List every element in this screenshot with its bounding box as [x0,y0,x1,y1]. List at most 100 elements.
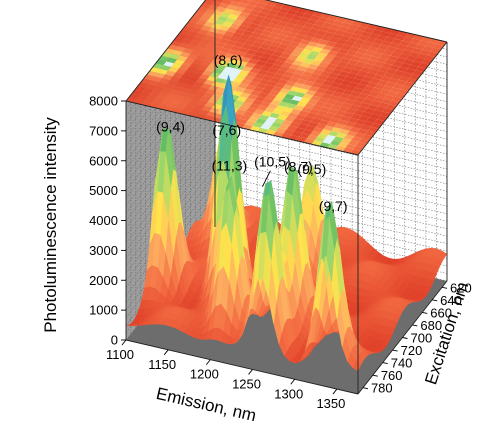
ceiling-cell [313,114,325,120]
ceiling-cell [334,65,345,71]
ceiling-cell [225,40,237,46]
ceiling-cell [185,79,197,86]
ceiling-cell [233,100,245,106]
ceiling-cell [208,27,220,33]
ceiling-cell [261,88,272,95]
ceiling-cell [291,131,303,137]
ceiling-cell [282,49,294,55]
ceiling-cell [361,111,373,118]
ceiling-cell [247,94,258,100]
ceiling-cell [242,88,254,95]
ceiling-cell [328,73,339,79]
ceiling-cell [236,73,247,80]
ceiling-cell [389,64,401,71]
ceiling-cell [263,62,274,68]
ceiling-cell [275,127,287,134]
ceiling-cell [369,113,380,120]
ceiling-cell [268,90,280,96]
ceiling-cell [209,0,215,2]
ceiling-cell [263,26,275,33]
ceiling-cell [233,42,245,48]
ceiling-cell [192,94,203,101]
ceiling-cell [271,122,282,128]
ceiling-cell [328,130,339,137]
ceiling-cell [260,8,271,14]
ceiling-cell [327,50,339,57]
ceiling-cell [156,82,167,88]
ceiling-cell [371,87,383,94]
ceiling-cell [158,55,170,62]
ceiling-cell [322,45,334,51]
ceiling-cell [323,67,335,73]
ceiling-cell [290,108,302,115]
ceiling-cell [365,130,376,137]
ceiling-cell [293,105,305,111]
ceiling-cell [301,48,312,55]
ceiling-cell [370,42,381,49]
ceiling-cell [140,78,152,84]
y-tick-mark [392,349,398,352]
ceiling-cell [278,43,289,50]
ceiling-cell [278,65,290,72]
ceiling-cell [186,44,197,50]
ceiling-cell [275,69,287,76]
ceiling-cell [250,32,261,39]
ceiling-cell [197,6,208,13]
ceiling-cell [231,10,242,16]
ceiling-cell [199,74,210,80]
ceiling-cell [348,24,359,30]
ceiling-cell [274,60,285,66]
ceiling-cell [326,121,338,128]
ceiling-cell [231,32,243,39]
ceiling-cell [354,132,366,139]
ceiling-cell [289,64,301,70]
ceiling-cell [258,114,270,121]
z-axis-ticks: 0 1000 2000 3000 4000 5000 6000 7000 8000 [89,94,126,348]
ceiling-cell [206,53,217,60]
ceiling-cell [321,116,333,122]
ceiling-cell [358,115,370,122]
ceiling-cell [202,34,214,41]
ceiling-cell [337,119,348,126]
ceiling-cell [266,116,278,123]
ceiling-cell [364,108,376,114]
ceiling-cell [181,61,193,67]
peak-label: (7,6) [212,122,241,138]
ceiling-cell [303,116,314,122]
ceiling-cell [337,61,348,68]
ceiling-cell [194,33,206,39]
ceiling-cell [189,63,201,69]
ceiling-cell [143,74,155,81]
ceiling-cell [321,93,332,100]
ceiling-cell [162,74,173,80]
ceiling-cell [185,21,196,28]
ceiling-cell [329,82,341,88]
frame-edge [125,0,207,102]
ceiling-cell [177,78,189,84]
ceiling-cell [139,91,151,98]
ceiling-cell [305,90,317,96]
ceiling-cell [430,47,442,54]
ceiling-cell [338,106,349,113]
ceiling-cell [205,66,216,73]
ceiling-cell [253,51,265,57]
ceiling-cell [299,97,311,104]
ceiling-cell [311,118,322,124]
ceiling-cell [153,85,164,92]
ceiling-cell [335,52,346,58]
ceiling-cell [204,8,216,15]
ceiling-cell [184,57,196,63]
z-tick-label: 3000 [89,243,118,258]
ceiling-cell [303,80,315,87]
ceiling-cell [414,44,426,50]
ceiling-cell [345,85,357,92]
ceiling-cell [278,8,290,14]
ceiling-cell [368,68,379,75]
ceiling-cell [346,130,358,137]
ceiling-cell [166,57,178,64]
ceiling-cell [250,112,262,119]
ceiling-cell [384,94,395,101]
ceiling-cell [345,50,357,56]
ceiling-cell [330,104,342,111]
ceiling-cell [215,6,227,13]
